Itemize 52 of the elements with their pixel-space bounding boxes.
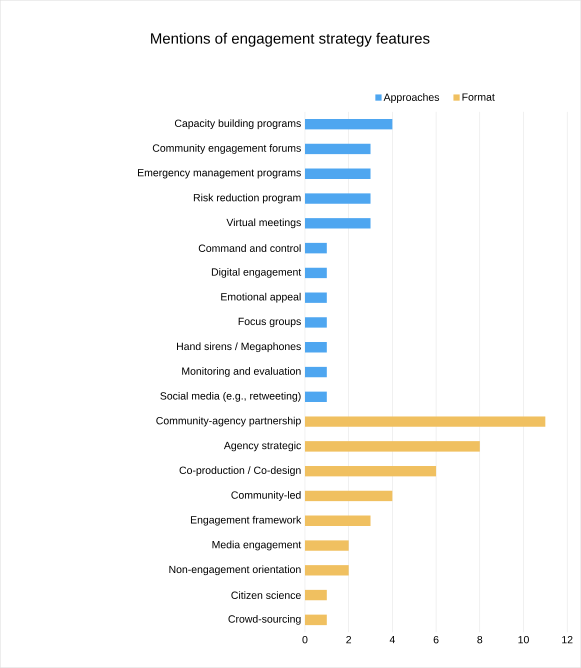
y-tick-label: Crowd-sourcing	[228, 614, 301, 625]
x-tick-label: 10	[518, 636, 529, 644]
y-tick-label: Emotional appeal	[221, 292, 301, 303]
bar	[305, 614, 327, 626]
x-tick-label: 6	[434, 636, 439, 644]
bar	[305, 268, 327, 278]
bar	[305, 218, 371, 229]
y-tick-label: Citizen science	[231, 591, 301, 599]
bar	[305, 144, 371, 154]
y-tick-label: Community-led	[231, 491, 301, 501]
legend-label: Format	[462, 93, 495, 101]
bar	[305, 366, 327, 378]
y-tick-label: Capacity building programs	[174, 119, 301, 130]
y-tick-label: Non-engagement orientation	[169, 565, 301, 576]
x-tick-label: 8	[477, 636, 482, 644]
bar	[305, 565, 349, 576]
y-tick-label: Agency strategic	[224, 442, 302, 452]
y-tick-label: Virtual meetings	[226, 218, 301, 228]
bar	[305, 441, 480, 452]
legend-label: Approaches	[384, 93, 440, 104]
y-tick-label: Co-production / Co-design	[180, 466, 301, 476]
y-tick-label: Command and control	[198, 244, 301, 252]
bar	[305, 292, 327, 303]
y-tick-label: Digital engagement	[212, 268, 302, 278]
bar	[305, 392, 327, 402]
bar	[305, 342, 327, 352]
y-tick-label: Social media (e.g., retweeting)	[160, 392, 301, 402]
bar	[305, 590, 327, 600]
chart-title: Mentions of engagement strategy features	[151, 32, 430, 47]
y-tick-label: Emergency management programs	[138, 169, 301, 178]
bar	[305, 466, 436, 476]
x-tick-label: 4	[390, 636, 396, 644]
x-tick-label: 12	[562, 636, 573, 644]
bar	[305, 242, 327, 254]
bar	[305, 416, 546, 427]
y-tick-label: Community-agency partnership	[156, 416, 301, 426]
y-tick-label: Hand sirens / Megaphones	[177, 342, 301, 352]
bar	[305, 540, 349, 551]
bar	[305, 118, 392, 130]
bar	[305, 317, 327, 328]
y-tick-label: Risk reduction program	[194, 194, 301, 204]
bar	[305, 168, 371, 179]
y-tick-label: Focus groups	[238, 318, 301, 328]
x-tick-label: 0	[302, 636, 308, 644]
bar	[305, 490, 392, 502]
x-tick-label: 2	[346, 636, 352, 644]
y-tick-label: Media engagement	[212, 540, 302, 550]
y-tick-label: Community engagement forums	[152, 144, 301, 154]
y-tick-label: Monitoring and evaluation	[182, 367, 301, 377]
bar	[305, 516, 371, 526]
y-tick-label: Engagement framework	[191, 516, 302, 526]
bar	[305, 193, 371, 204]
